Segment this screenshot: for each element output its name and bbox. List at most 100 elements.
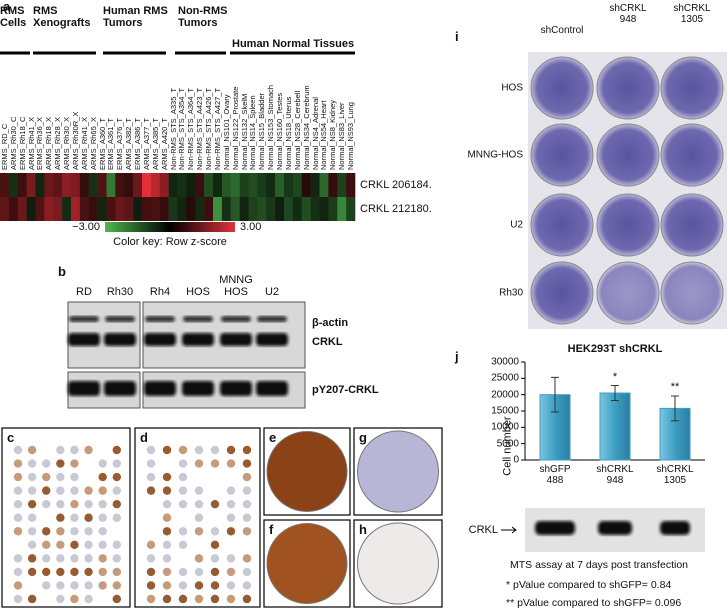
column-label: ARMS_Rh65_X (88, 117, 98, 170)
bar (599, 392, 631, 461)
row-label: CRKL 206184. (360, 178, 432, 191)
tma-core (112, 594, 122, 604)
tma-core (162, 581, 172, 590)
heatmap-cell (177, 173, 187, 197)
tma-core (242, 513, 252, 522)
plate (530, 261, 594, 325)
heatmap-cell (106, 173, 116, 197)
tma-core (56, 486, 65, 495)
heatmap-cell (159, 173, 169, 197)
tma-core (194, 445, 204, 455)
row-label: HOS (501, 82, 523, 94)
plate (660, 56, 724, 120)
heatmap-cell (221, 173, 232, 197)
tma-core (178, 594, 188, 604)
blot-band (145, 316, 175, 322)
tma-core (162, 594, 172, 604)
tma-core (146, 459, 156, 468)
tma-core (56, 567, 65, 577)
band-label: β-actin (312, 316, 349, 329)
row-label: U2 (510, 219, 523, 231)
y-tick-label: 15000 (491, 405, 519, 417)
tma-core (42, 554, 51, 563)
tma-core (162, 554, 172, 563)
tma-core (42, 499, 51, 509)
blot-band (144, 381, 176, 396)
plate (660, 261, 724, 325)
row-label: Rh30 (499, 287, 523, 299)
heatmap-cell (62, 197, 72, 221)
tma-core (178, 459, 188, 468)
y-tick-label: 30000 (491, 356, 519, 368)
blot-band (144, 333, 176, 346)
heatmap-cell (115, 197, 125, 221)
tma-core (162, 540, 172, 550)
heatmap-cell (177, 197, 187, 221)
band-label: pY207-CRKL (312, 383, 379, 396)
tma-core (27, 445, 37, 455)
tma-core (242, 445, 252, 455)
tma-core (13, 513, 23, 522)
column-label: Normal_NS28_Cerebell (292, 90, 302, 170)
blot-band (104, 381, 136, 396)
tma-core (194, 486, 204, 495)
tma-core (162, 486, 172, 495)
tma-core (27, 567, 37, 577)
panel-label: b (58, 264, 66, 279)
tma-core (112, 499, 122, 509)
tma-core (112, 554, 122, 563)
heatmap-cell (230, 173, 240, 197)
heatmap-cell (195, 173, 205, 197)
heatmap-cell (337, 197, 347, 221)
tma-core (162, 513, 172, 522)
tma-core (162, 445, 172, 455)
tma-core (210, 527, 220, 536)
panel-label: h (359, 522, 367, 537)
tma-core (194, 554, 204, 563)
heatmap-cell (257, 197, 267, 221)
heatmap-cell (26, 197, 36, 221)
heatmap-cell (142, 197, 152, 221)
heatmap-cell (248, 173, 258, 197)
tma-core (226, 486, 236, 495)
row-label: CRKL 212180. (360, 202, 432, 215)
tma-core (242, 459, 252, 468)
tma-core (146, 540, 156, 550)
tma-core (112, 445, 122, 455)
heatmap-cell (115, 173, 125, 197)
blot-arrow (501, 526, 517, 534)
heatmap-cell (44, 197, 54, 221)
heatmap-cell (106, 197, 116, 221)
tma-core (84, 486, 93, 495)
heatmap-cell (97, 173, 107, 197)
heatmap-cell (195, 197, 205, 221)
column-label: ARMS_Rh30_C (8, 116, 18, 170)
tma-core (210, 594, 220, 604)
heatmap-cell (44, 173, 54, 197)
heatmap-cell (62, 173, 72, 197)
heatmap-cell (213, 173, 223, 197)
y-tick-label: 10000 (491, 421, 519, 433)
column-label: Non-RMS_STS_A364_T (186, 87, 196, 170)
column-label: Normal_NS8_Kidney (328, 99, 338, 170)
panel-label: i (455, 29, 459, 44)
tma-core (194, 459, 204, 468)
color-key (105, 222, 235, 232)
tma-core (84, 540, 93, 550)
heatmap-cell (230, 197, 240, 221)
tma-core (194, 581, 204, 590)
tma-core (56, 527, 65, 536)
tma-core (70, 459, 79, 468)
plate (596, 261, 660, 325)
blot-band (256, 333, 288, 346)
tma-core (84, 513, 93, 522)
heatmap-cell (97, 197, 107, 221)
tma-core (210, 567, 220, 577)
tma-core (242, 527, 252, 536)
heatmap-cell (133, 197, 143, 221)
blot-band (660, 521, 690, 535)
tma-core (98, 554, 107, 563)
plate (530, 56, 594, 120)
panel-label: a (3, 0, 11, 14)
lane-label: HOS (186, 286, 210, 298)
